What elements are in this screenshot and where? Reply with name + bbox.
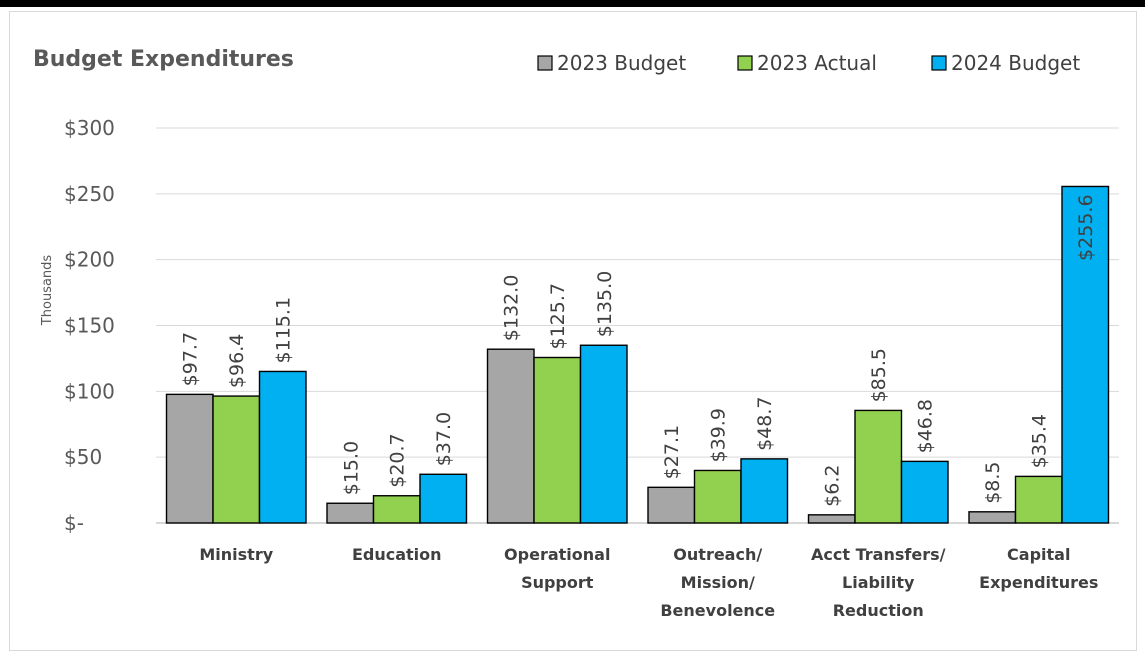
bar <box>579 344 628 524</box>
bar <box>419 473 468 524</box>
data-label: $39.9 <box>708 408 730 462</box>
legend-swatch <box>537 55 553 71</box>
x-tick-label: Capital Expenditures <box>979 545 1098 592</box>
legend-entry: 2024 Budget <box>951 51 1080 75</box>
bar <box>258 370 307 524</box>
bar <box>165 393 214 524</box>
data-label: $96.4 <box>226 334 248 388</box>
data-label: $132.0 <box>501 275 523 341</box>
data-label: $125.7 <box>547 283 569 349</box>
bar <box>968 511 1017 524</box>
data-label: $35.4 <box>1029 414 1051 468</box>
data-label: $37.0 <box>433 412 455 466</box>
bar <box>693 469 742 524</box>
x-tick-label: Outreach/Mission/Benevolence <box>660 545 775 620</box>
legend-swatch <box>737 55 753 71</box>
data-label: $27.1 <box>661 425 683 479</box>
bar <box>1061 185 1110 524</box>
bar <box>533 356 582 524</box>
x-tick-label: Acct Transfers/Liability Reduction <box>811 545 946 620</box>
data-label: $85.5 <box>868 348 890 402</box>
top-border <box>0 0 1145 7</box>
legend-entry: 2023 Actual <box>757 51 877 75</box>
x-axis: Ministry Education Operational Support Outre… <box>199 545 1098 620</box>
y-tick-label: $200 <box>64 248 115 272</box>
bar <box>854 409 903 524</box>
y-axis-label: Thousands <box>40 255 55 327</box>
bar <box>372 495 421 524</box>
bars <box>165 185 1110 524</box>
data-labels: $97.7 $96.4 $115.1 $15.0 $20.7 $37.0 $132.0 $12… <box>180 194 1098 506</box>
y-tick-label: $300 <box>64 116 115 140</box>
gridlines <box>156 127 1119 524</box>
y-axis: $- $50 $100 $150 $200 $250 $300 <box>64 116 115 535</box>
data-label: $8.5 <box>982 461 1004 503</box>
bar <box>486 348 535 524</box>
data-label: $6.2 <box>822 465 844 507</box>
y-tick-label: $50 <box>64 445 102 469</box>
legend-entry: 2023 Budget <box>557 51 686 75</box>
data-label: $97.7 <box>180 332 202 386</box>
bar <box>807 514 856 524</box>
x-tick-label: Ministry <box>199 545 273 564</box>
x-tick-label: Education <box>352 545 442 564</box>
x-tick-label: Operational Support <box>504 545 610 592</box>
data-label: $20.7 <box>387 433 409 487</box>
y-tick-label: $- <box>64 511 84 535</box>
y-tick-label: $100 <box>64 379 115 403</box>
legend: 2023 Budget 2023 Actual 2024 Budget <box>537 51 1080 75</box>
legend-swatch <box>931 55 947 71</box>
bar <box>647 486 696 524</box>
data-label: $48.7 <box>754 396 776 450</box>
chart-title: Budget Expenditures <box>33 47 294 72</box>
bar <box>900 460 949 524</box>
bar <box>326 502 375 524</box>
data-label: $46.8 <box>915 399 937 453</box>
bar <box>1014 475 1063 524</box>
chart-frame <box>9 11 1137 651</box>
y-tick-label: $150 <box>64 314 115 338</box>
data-label: $15.0 <box>340 441 362 495</box>
data-label: $135.0 <box>594 271 616 337</box>
y-tick-label: $250 <box>64 182 115 206</box>
data-label: $255.6 <box>1075 194 1097 260</box>
bar <box>212 395 261 524</box>
bar <box>740 458 789 524</box>
data-label: $115.1 <box>273 297 295 363</box>
